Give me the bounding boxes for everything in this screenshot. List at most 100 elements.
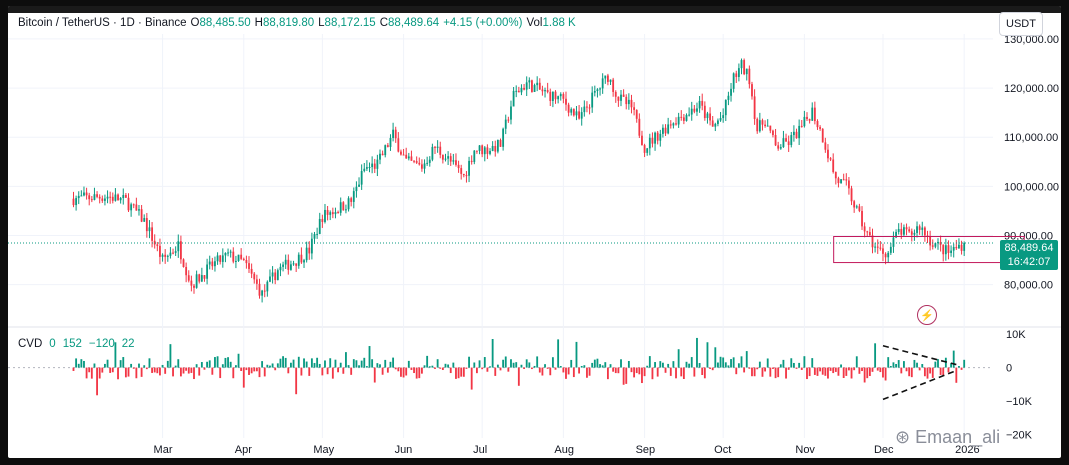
lightning-icon[interactable]: ⚡ — [917, 305, 937, 325]
cvd-bar — [586, 367, 588, 378]
candle-body — [127, 197, 130, 211]
candle-body — [764, 124, 767, 127]
cvd-bar — [413, 367, 415, 374]
cvd-bar — [853, 367, 856, 371]
watermark-icon: ⊛ — [895, 427, 911, 447]
cvd-bar — [730, 359, 732, 368]
close-label: C — [379, 17, 389, 29]
candle-body — [410, 156, 413, 161]
candle-body — [211, 261, 214, 267]
candle-body — [478, 145, 481, 151]
time-tick-label: 2026 — [955, 444, 979, 456]
symbol-title[interactable]: Bitcoin / TetherUS · 1D · Binance — [18, 17, 187, 29]
cvd-bar — [829, 367, 832, 371]
cvd-bar — [274, 367, 277, 371]
candle-body — [549, 91, 552, 101]
cvd-bar — [709, 367, 711, 369]
cvd-bar — [104, 363, 106, 368]
candle-body — [669, 124, 672, 126]
candle-body — [937, 241, 939, 244]
cvd-legend: CVD 0 152 −120 22 — [18, 338, 135, 350]
cvd-bar — [334, 359, 337, 368]
candle-body — [400, 151, 402, 155]
cvd-bar — [811, 358, 814, 368]
cvd-bar — [321, 367, 324, 376]
cvd-bar — [297, 356, 300, 368]
candle-body — [420, 164, 423, 169]
candle-body — [800, 125, 803, 127]
cvd-bar — [669, 367, 672, 376]
candle-body — [803, 116, 806, 127]
cvd-bar — [819, 367, 822, 372]
price-chart[interactable]: 130,000.00 120,000.00 110,000.00 100,000.00… — [8, 6, 1061, 458]
cvd-title[interactable]: CVD — [18, 338, 43, 350]
cvd-bar — [481, 367, 484, 370]
cvd-bar — [779, 364, 782, 368]
volume-label: Vol — [526, 17, 543, 29]
candle-body — [520, 87, 523, 93]
candle-body — [546, 90, 549, 92]
cvd-bar — [572, 367, 575, 378]
cvd-value-3: −120 — [88, 338, 115, 350]
cvd-bar — [719, 356, 722, 368]
cvd-bar — [620, 359, 622, 368]
cvd-bar — [947, 367, 950, 373]
cvd-bar — [261, 361, 264, 368]
candle-body — [303, 260, 305, 263]
price-tick-label: 100,000.00 — [1004, 181, 1059, 193]
candle-body — [462, 173, 465, 176]
currency-button[interactable]: USDT — [999, 12, 1043, 36]
cvd-bar — [609, 364, 612, 368]
cvd-bar — [182, 367, 185, 374]
cvd-bar — [690, 357, 693, 368]
low-label: L — [318, 17, 325, 29]
time-tick-label: Nov — [795, 444, 815, 456]
candle-body — [394, 129, 397, 139]
candle-body — [350, 198, 353, 202]
cvd-bar — [714, 347, 717, 368]
candle-body — [580, 112, 583, 119]
candle-body — [279, 266, 282, 271]
candle-body — [253, 273, 256, 280]
candle-body — [617, 96, 620, 101]
cvd-bar — [942, 367, 945, 377]
cvd-bar — [140, 367, 143, 377]
candle-body — [635, 109, 638, 119]
cvd-bar — [795, 367, 798, 369]
candle-body — [138, 209, 140, 211]
cvd-bar — [722, 357, 725, 368]
candle-body — [884, 253, 887, 258]
candle-body — [903, 227, 905, 235]
cvd-bar — [546, 367, 549, 369]
cvd-bar — [504, 356, 507, 368]
time-tick-label: Aug — [554, 444, 574, 456]
candle-body — [701, 100, 704, 106]
cvd-bar — [345, 352, 347, 368]
candle-body — [402, 154, 405, 156]
candle-body — [889, 246, 892, 253]
cvd-bar — [766, 358, 769, 368]
candle-body — [656, 132, 659, 141]
low-value: 88,172.15 — [324, 17, 376, 29]
candle-body — [916, 226, 918, 233]
time-tick-label: Jul — [473, 444, 487, 456]
cvd-bar — [271, 363, 274, 368]
candle-body — [203, 275, 206, 279]
candle-body — [813, 107, 816, 122]
cvd-bar — [667, 363, 670, 368]
cvd-bar — [190, 367, 193, 373]
cvd-bar — [879, 367, 882, 373]
cvd-bar — [903, 361, 905, 368]
cvd-bar — [407, 360, 410, 368]
cvd-bar — [900, 367, 903, 374]
cvd-bar — [124, 367, 127, 378]
candle-body — [848, 180, 850, 189]
cvd-bar — [782, 359, 785, 368]
price-tick-label: 130,000.00 — [1004, 34, 1059, 46]
candle-body — [562, 94, 565, 99]
candle-body — [528, 80, 531, 83]
candle-body — [557, 96, 560, 100]
candle-body — [124, 195, 127, 198]
candle-body — [923, 227, 926, 236]
cvd-bar — [627, 360, 630, 368]
